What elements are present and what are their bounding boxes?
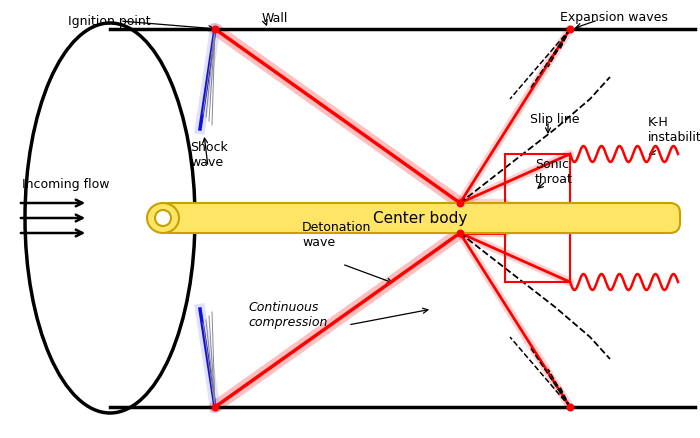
Text: Slip line: Slip line: [530, 113, 580, 126]
Point: [564, 26, 575, 33]
Text: Ignition point: Ignition point: [68, 15, 150, 28]
Text: Continuous
compression: Continuous compression: [248, 300, 328, 328]
Point: [454, 200, 466, 207]
Point: [564, 403, 575, 410]
Point: [454, 230, 466, 237]
Text: Sonic
throat: Sonic throat: [535, 158, 573, 186]
Text: K-H
instability: K-H instability: [648, 116, 700, 144]
Text: Wall: Wall: [262, 11, 288, 25]
Point: [209, 26, 220, 33]
Text: Detonation
wave: Detonation wave: [302, 220, 372, 248]
FancyBboxPatch shape: [160, 204, 680, 233]
Point: [209, 403, 220, 410]
Ellipse shape: [155, 211, 171, 226]
Ellipse shape: [147, 204, 179, 233]
Text: Incoming flow: Incoming flow: [22, 178, 109, 191]
Text: Expansion waves: Expansion waves: [560, 11, 668, 25]
Text: Center body: Center body: [373, 211, 467, 226]
Text: Shock
wave: Shock wave: [190, 141, 228, 169]
